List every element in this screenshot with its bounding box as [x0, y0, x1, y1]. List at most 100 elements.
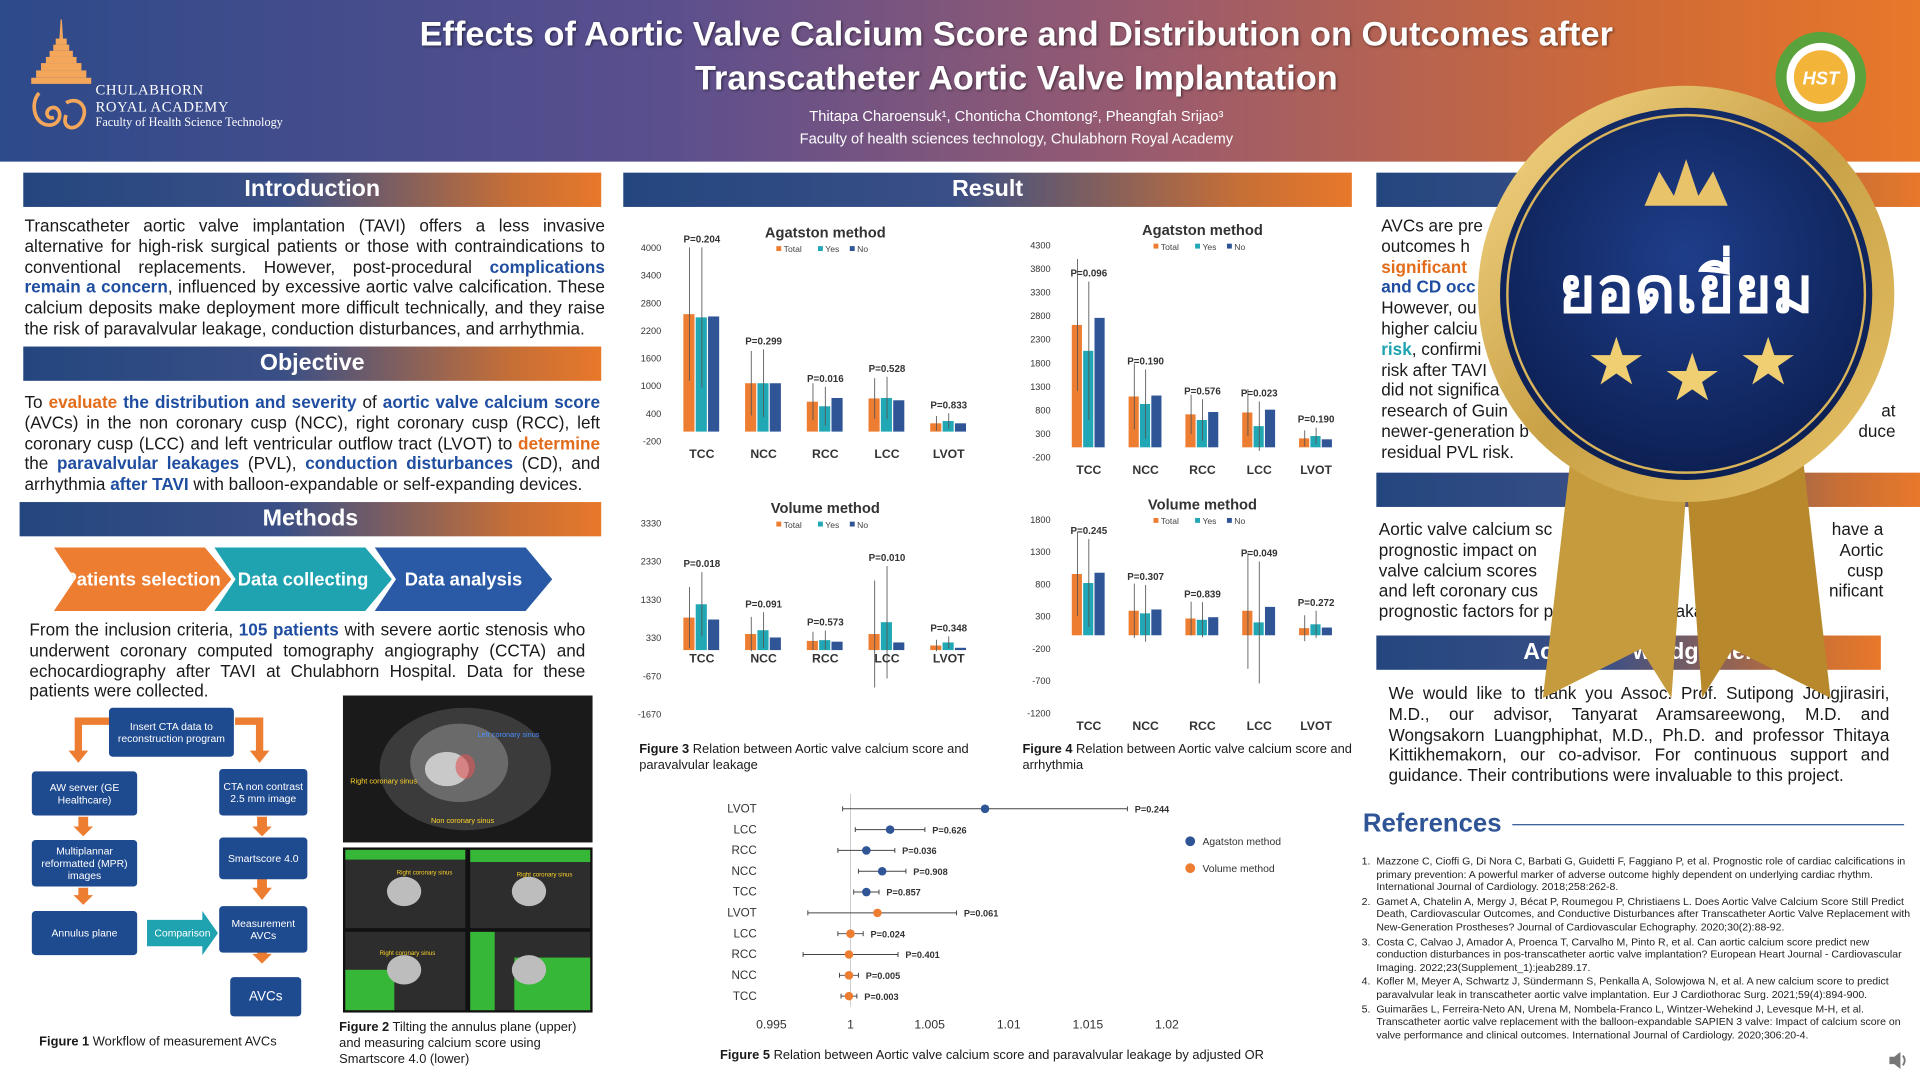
- legend-swatch-no: [1226, 243, 1232, 249]
- bar-tcc-total: [1071, 324, 1082, 448]
- bar-tcc-yes: [1083, 583, 1094, 636]
- obj-t6: (CD), and arrhythmia: [24, 453, 600, 494]
- x-tick-rcc: RCC: [812, 651, 839, 665]
- p-value-tcc: P=0.018: [684, 559, 721, 570]
- p-value-lcc: P=0.010: [869, 553, 906, 564]
- y-tick-label: 2800: [641, 298, 661, 308]
- obj-t2: of: [356, 391, 383, 412]
- concl-line-2: outcomes h: [1381, 236, 1470, 256]
- forest-label-rcc: RCC: [732, 948, 757, 961]
- forest-p-value: P=0.003: [864, 992, 898, 1002]
- y-tick-label: 3300: [1030, 288, 1050, 298]
- bar-tcc-total: [683, 617, 695, 651]
- legend-swatch-yes: [817, 246, 823, 252]
- methods-text: From the inclusion criteria, 105 patient…: [29, 620, 585, 702]
- poster-title: Effects of Aortic Valve Calcium Score an…: [419, 14, 1613, 97]
- reference-1: 1. Mazzone C, Cioffi G, Di Nora C, Barbat…: [1362, 855, 1911, 894]
- p-value-lcc: P=0.528: [869, 364, 906, 375]
- forest-label-lvot: LVOT: [727, 907, 757, 920]
- legend-label-no: No: [1234, 516, 1245, 526]
- or-point-ncc: [877, 866, 887, 876]
- y-tick-label: 400: [646, 409, 661, 419]
- bar-ncc-total: [745, 383, 757, 432]
- conclusion-text: AVCs are pre outcomes h significant and …: [1381, 216, 1895, 463]
- chart-volume-pvl: Volume method Total Yes No 3330 2330 1330 330 -6…: [638, 501, 968, 719]
- y-tick-label: 1330: [641, 595, 661, 605]
- figure2-caption: Figure 2 Tilting the annulus plane (uppe…: [339, 1020, 596, 1068]
- legend-swatch-no: [849, 521, 855, 527]
- p-value-ncc: P=0.299: [745, 336, 782, 347]
- x-tick-ncc: NCC: [1132, 463, 1159, 477]
- y-tick-label: 3400: [641, 271, 661, 281]
- figure5-caption: Figure 5 Relation between Aortic valve c…: [720, 1048, 1308, 1064]
- x-tick-tcc: TCC: [689, 447, 714, 461]
- obj-h7: after TAVI: [110, 474, 189, 494]
- objective-text: To evaluate the distribution and severit…: [24, 392, 600, 495]
- bar-rcc-yes: [1196, 420, 1207, 448]
- concl-line-10r: at: [1881, 400, 1896, 421]
- chart-title: Agatston method: [1142, 223, 1263, 239]
- bar-lcc-total: [868, 398, 880, 432]
- p-value-lvot: P=0.833: [930, 400, 967, 411]
- obj-t5: (PVL),: [239, 453, 306, 474]
- bar-rcc-total: [1185, 414, 1196, 448]
- fig1-label: Figure 1: [39, 1034, 90, 1050]
- badge-thai-text: ยอดเยี่ยม: [1559, 245, 1814, 326]
- bar-tcc-yes: [1083, 350, 1094, 448]
- bar-lcc-yes: [880, 397, 892, 432]
- logo-subtitle: Faculty of Health Science Technology: [95, 116, 283, 130]
- references-list: 1. Mazzone C, Cioffi G, Di Nora C, Barbat…: [1362, 855, 1911, 1043]
- flow-mpr-images: Multiplannar reformatted (MPR) images: [31, 840, 138, 887]
- x-tick-lcc: LCC: [874, 447, 899, 461]
- legend-label-no: No: [1234, 242, 1245, 252]
- ct-label-left: Left coronary sinus: [478, 730, 540, 739]
- bar-lcc-no: [1264, 409, 1276, 448]
- x-tick-lcc: LCC: [874, 651, 899, 665]
- legend-label-no: No: [857, 244, 868, 254]
- authors-block: Thitapa Charoensuk¹, Chonticha Chomtong²…: [367, 105, 1665, 149]
- forest-p-value: P=0.005: [866, 971, 900, 981]
- arrow-down-1: [68, 750, 89, 763]
- fig3-text: Relation between Aortic valve calcium sc…: [639, 742, 969, 773]
- bar-lvot-total: [930, 645, 942, 651]
- legend-label-total: Total: [784, 244, 802, 254]
- y-tick-label: -200: [1032, 644, 1050, 654]
- p-value-ncc: P=0.091: [745, 599, 782, 610]
- y-tick-label: -700: [1032, 676, 1050, 686]
- reference-3: 3. Costa C, Calvao J, Amador A, Proenca T…: [1362, 935, 1911, 974]
- legend-label-yes: Yes: [1202, 242, 1216, 252]
- or-point-ncc: [844, 971, 854, 980]
- concl-line-5: However, ou: [1381, 297, 1477, 318]
- step-data-analysis: Data analysis: [374, 547, 553, 612]
- hst-logo: HST: [1775, 31, 1867, 123]
- introduction-heading: Introduction: [23, 172, 602, 207]
- bar-tcc-total: [1071, 574, 1082, 636]
- bar-rcc-no: [831, 397, 843, 432]
- obj-h2: the distribution and severity: [117, 391, 357, 412]
- hst-text: HST: [1802, 67, 1841, 88]
- bar-rcc-no: [1208, 617, 1219, 636]
- flow-insert-cta: Insert CTA data to reconstruction progra…: [108, 707, 234, 757]
- intro-text-1: Transcatheter aortic valve implantation …: [24, 215, 605, 277]
- x-tick-label: 1: [847, 1018, 854, 1032]
- bar-lvot-total: [930, 423, 942, 432]
- flow-measurement-avcs: Measurement AVCs: [219, 906, 308, 953]
- chart-title: Volume method: [771, 501, 880, 517]
- bar-tcc-yes: [695, 604, 707, 651]
- p-value-lcc: P=0.023: [1241, 389, 1278, 400]
- bar-rcc-no: [1208, 412, 1219, 448]
- flow-smartscore: Smartscore 4.0: [219, 837, 308, 880]
- objective-heading: Objective: [23, 346, 602, 381]
- legend-label-agatston: Agatston method: [1202, 837, 1281, 848]
- bar-lcc-no: [1264, 606, 1276, 636]
- p-value-rcc: P=0.839: [1184, 589, 1221, 600]
- bar-rcc-total: [806, 401, 818, 432]
- sum-line-2r: Aortic: [1839, 539, 1884, 560]
- y-tick-label: 330: [646, 633, 661, 643]
- reference-5: 5. Guimarães L, Ferreira-Neto AN, Urena M…: [1362, 1002, 1911, 1041]
- step-patients-selection: Patients selection: [53, 547, 232, 612]
- forest-label-lvot: LVOT: [727, 802, 757, 815]
- y-tick-label: 4300: [1030, 241, 1050, 251]
- figure1-caption: Figure 1 Workflow of measurement AVCs: [39, 1035, 333, 1051]
- obj-h4: determine: [518, 432, 601, 453]
